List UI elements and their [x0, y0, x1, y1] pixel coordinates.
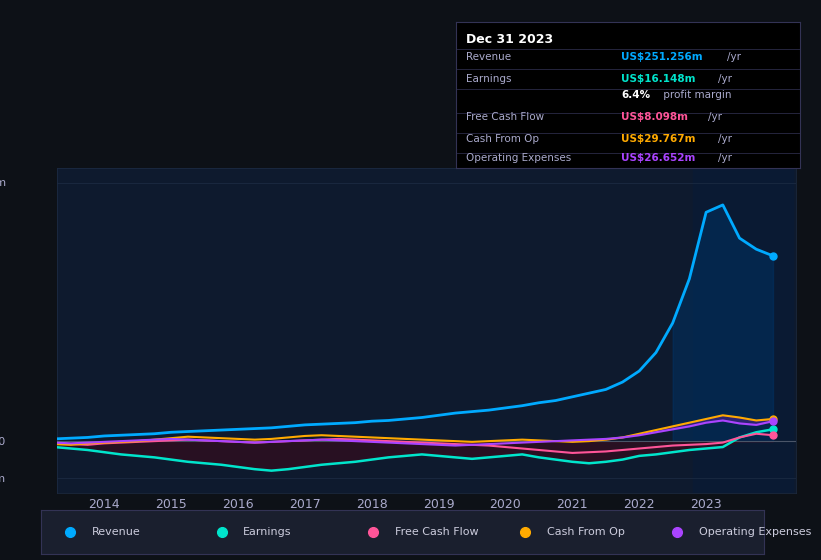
Text: Revenue: Revenue — [466, 52, 511, 62]
Text: 6.4%: 6.4% — [621, 90, 650, 100]
Text: Free Cash Flow: Free Cash Flow — [466, 112, 544, 122]
Text: /yr: /yr — [718, 74, 732, 84]
Text: /yr: /yr — [718, 134, 732, 144]
Text: Revenue: Revenue — [92, 527, 140, 537]
Text: /yr: /yr — [718, 153, 732, 163]
Text: US$350m: US$350m — [0, 178, 6, 188]
Text: Dec 31 2023: Dec 31 2023 — [466, 32, 553, 45]
Text: profit margin: profit margin — [660, 90, 732, 100]
Text: US$29.767m: US$29.767m — [621, 134, 695, 144]
Text: Cash From Op: Cash From Op — [547, 527, 625, 537]
Text: Operating Expenses: Operating Expenses — [466, 153, 571, 163]
Text: US$0: US$0 — [0, 436, 6, 446]
Text: Earnings: Earnings — [243, 527, 291, 537]
Text: Free Cash Flow: Free Cash Flow — [395, 527, 479, 537]
Text: Cash From Op: Cash From Op — [466, 134, 539, 144]
Text: Earnings: Earnings — [466, 74, 511, 84]
Text: /yr: /yr — [727, 52, 741, 62]
Text: -US$50m: -US$50m — [0, 473, 6, 483]
Text: Operating Expenses: Operating Expenses — [699, 527, 811, 537]
Text: US$251.256m: US$251.256m — [621, 52, 703, 62]
Text: US$8.098m: US$8.098m — [621, 112, 688, 122]
Bar — [693, 168, 793, 493]
Text: US$26.652m: US$26.652m — [621, 153, 695, 163]
Text: US$16.148m: US$16.148m — [621, 74, 695, 84]
Text: /yr: /yr — [708, 112, 722, 122]
